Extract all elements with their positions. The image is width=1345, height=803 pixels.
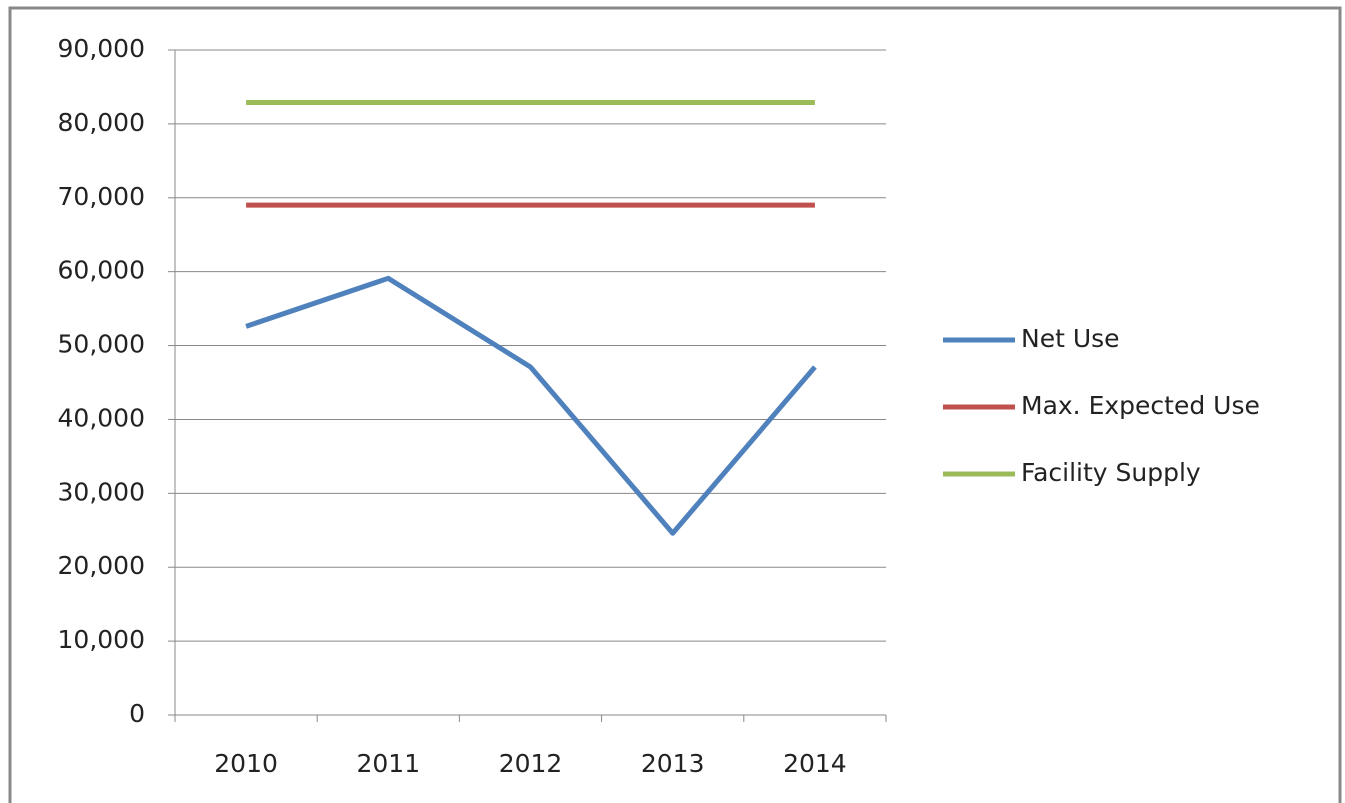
legend-label: Max. Expected Use (1021, 391, 1260, 420)
y-tick-label: 20,000 (58, 551, 145, 580)
chart-border (8, 6, 1342, 803)
x-tick-label: 2013 (641, 749, 705, 778)
x-tick-label: 2010 (214, 749, 278, 778)
x-tick-label: 2012 (499, 749, 563, 778)
legend-label: Facility Supply (1021, 458, 1201, 487)
x-tick-label: 2014 (783, 749, 847, 778)
y-tick-label: 0 (129, 699, 145, 728)
y-tick-label: 50,000 (58, 330, 145, 359)
y-tick-label: 10,000 (58, 625, 145, 654)
legend-label: Net Use (1021, 324, 1120, 353)
series-line (245, 275, 817, 536)
y-tick-label: 40,000 (58, 403, 145, 432)
x-tick-label: 2011 (356, 749, 420, 778)
y-tick-label: 60,000 (58, 256, 145, 285)
y-tick-label: 80,000 (58, 108, 145, 137)
y-tick-label: 30,000 (58, 477, 145, 506)
y-tick-label: 90,000 (58, 34, 145, 63)
y-tick-label: 70,000 (58, 182, 145, 211)
